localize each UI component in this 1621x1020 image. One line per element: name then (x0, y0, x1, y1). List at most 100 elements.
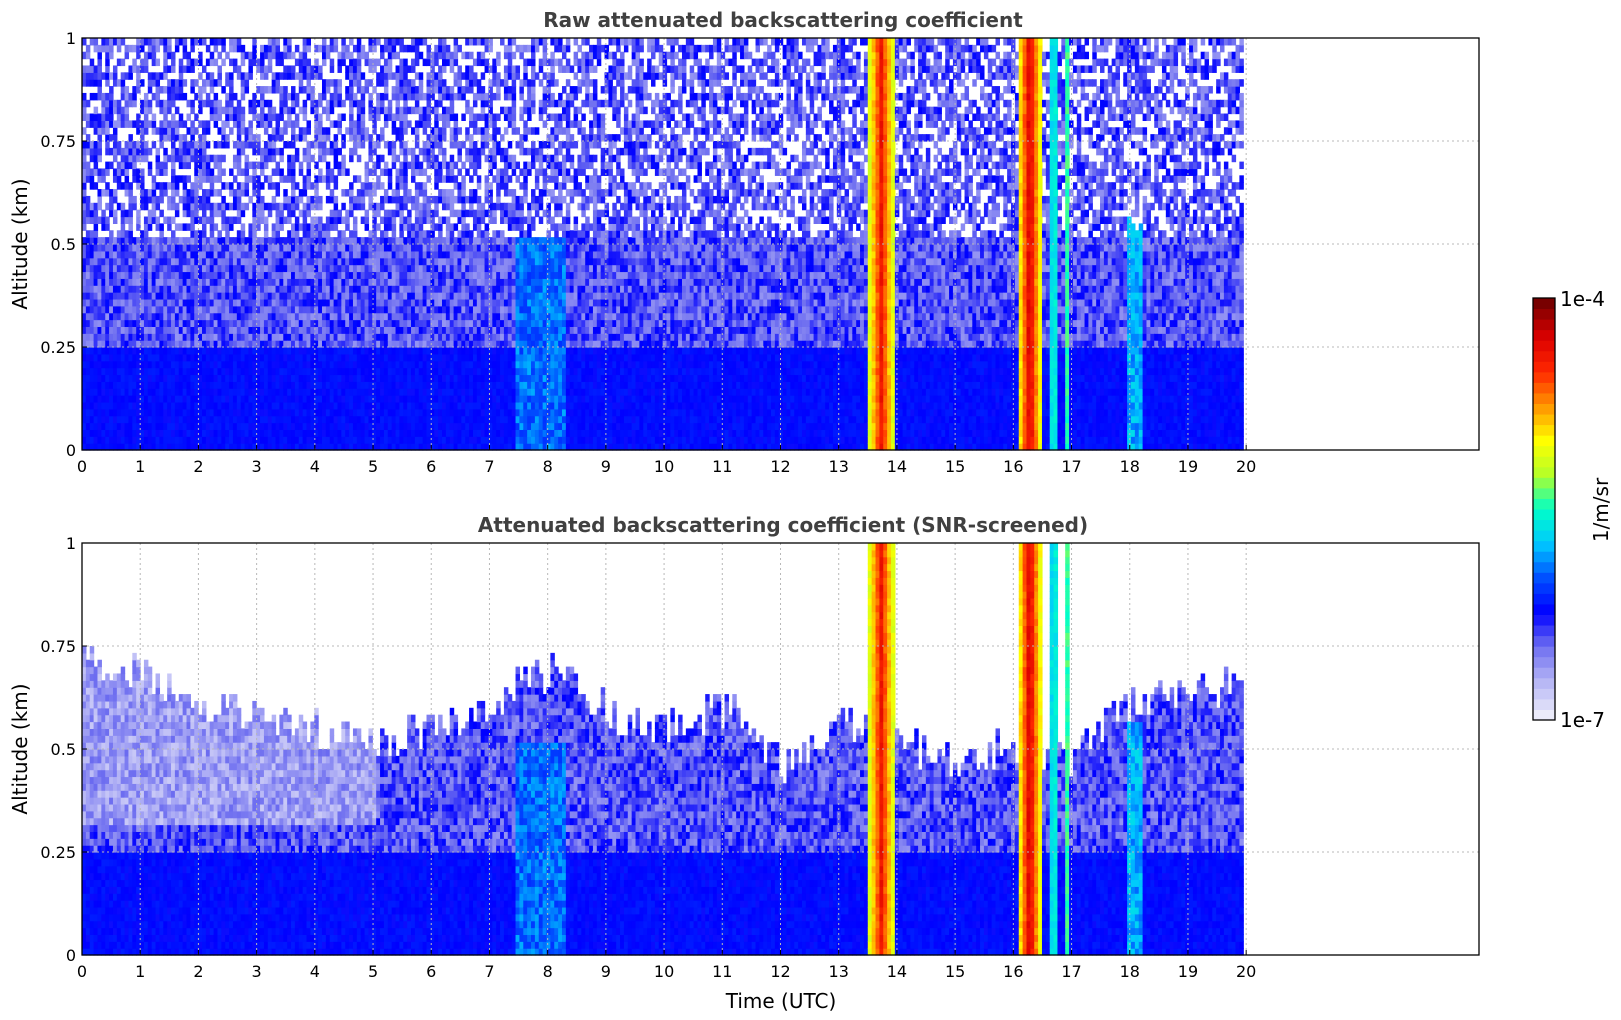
heatmap-cell (225, 409, 229, 416)
heatmap-cell (365, 210, 369, 217)
heatmap-cell (279, 148, 283, 155)
heatmap-cell (179, 361, 183, 368)
heatmap-cell (132, 100, 136, 107)
heatmap-cell (434, 196, 438, 203)
heatmap-cell (388, 45, 392, 52)
heatmap-cell (399, 182, 403, 189)
heatmap-cell (183, 223, 187, 230)
heatmap-cell (248, 292, 252, 299)
heatmap-cell (140, 285, 144, 292)
heatmap-cell (117, 340, 121, 347)
heatmap-cell (167, 429, 171, 436)
heatmap-cell (438, 175, 442, 182)
heatmap-cell (434, 141, 438, 148)
heatmap-cell (210, 416, 214, 423)
heatmap-cell (202, 79, 206, 86)
heatmap-cell (450, 210, 454, 217)
heatmap-cell (322, 155, 326, 162)
heatmap-cell (334, 374, 338, 381)
heatmap-cell (217, 114, 221, 121)
heatmap-cell (376, 361, 380, 368)
heatmap-cell (295, 120, 299, 127)
heatmap-cell (148, 100, 152, 107)
heatmap-cell (454, 223, 458, 230)
heatmap-cell (140, 381, 144, 388)
heatmap-cell (291, 313, 295, 320)
heatmap-cell (217, 361, 221, 368)
heatmap-cell (248, 429, 252, 436)
heatmap-cell (128, 148, 132, 155)
heatmap-cell (423, 230, 427, 237)
heatmap-cell (101, 45, 105, 52)
heatmap-cell (322, 175, 326, 182)
heatmap-cell (229, 182, 233, 189)
heatmap-cell (365, 265, 369, 272)
heatmap-cell (187, 127, 191, 134)
heatmap-cell (461, 217, 465, 224)
heatmap-cell (252, 340, 256, 347)
heatmap-cell (264, 251, 268, 258)
heatmap-cell (303, 59, 307, 66)
heatmap-cell (407, 292, 411, 299)
heatmap-cell (457, 333, 461, 340)
heatmap-cell (330, 148, 334, 155)
heatmap-cell (295, 114, 299, 121)
heatmap-cell (190, 244, 194, 251)
heatmap-cell (349, 114, 353, 121)
heatmap-cell (210, 210, 214, 217)
heatmap-cell (345, 320, 349, 327)
heatmap-cell (392, 299, 396, 306)
heatmap-cell (109, 210, 113, 217)
heatmap-cell (221, 134, 225, 141)
heatmap-cell (423, 361, 427, 368)
heatmap-cell (152, 38, 156, 45)
heatmap-cell (314, 162, 318, 169)
heatmap-cell (299, 333, 303, 340)
heatmap-cell (163, 402, 167, 409)
heatmap-cell (287, 347, 291, 354)
heatmap-cell (260, 381, 264, 388)
heatmap-cell (337, 354, 341, 361)
heatmap-cell (454, 79, 458, 86)
heatmap-cell (132, 333, 136, 340)
heatmap-cell (214, 395, 218, 402)
heatmap-cell (442, 114, 446, 121)
heatmap-cell (248, 251, 252, 258)
heatmap-cell (291, 65, 295, 72)
heatmap-cell (214, 59, 218, 66)
heatmap-cell (175, 79, 179, 86)
heatmap-cell (291, 326, 295, 333)
heatmap-cell (136, 381, 140, 388)
heatmap-cell (82, 320, 86, 327)
heatmap-cell (334, 299, 338, 306)
heatmap-cell (446, 388, 450, 395)
heatmap-cell (144, 340, 148, 347)
heatmap-cell (403, 326, 407, 333)
heatmap-cell (415, 278, 419, 285)
heatmap-cell (291, 436, 295, 443)
heatmap-cell (295, 100, 299, 107)
heatmap-cell (217, 409, 221, 416)
heatmap-cell (233, 175, 237, 182)
heatmap-cell (148, 107, 152, 114)
heatmap-cell (225, 306, 229, 313)
heatmap-cell (233, 326, 237, 333)
heatmap-cell (334, 395, 338, 402)
heatmap-cell (225, 374, 229, 381)
heatmap-cell (322, 237, 326, 244)
heatmap-cell (94, 203, 98, 210)
heatmap-cell (326, 292, 330, 299)
heatmap-cell (442, 155, 446, 162)
heatmap-cell (101, 93, 105, 100)
heatmap-cell (237, 237, 241, 244)
heatmap-cell (411, 423, 415, 430)
heatmap-cell (163, 100, 167, 107)
heatmap-cell (337, 65, 341, 72)
heatmap-cell (101, 313, 105, 320)
heatmap-cell (279, 361, 283, 368)
heatmap-cell (457, 416, 461, 423)
heatmap-cell (380, 217, 384, 224)
heatmap-cell (434, 436, 438, 443)
heatmap-cell (97, 217, 101, 224)
heatmap-cell (217, 230, 221, 237)
